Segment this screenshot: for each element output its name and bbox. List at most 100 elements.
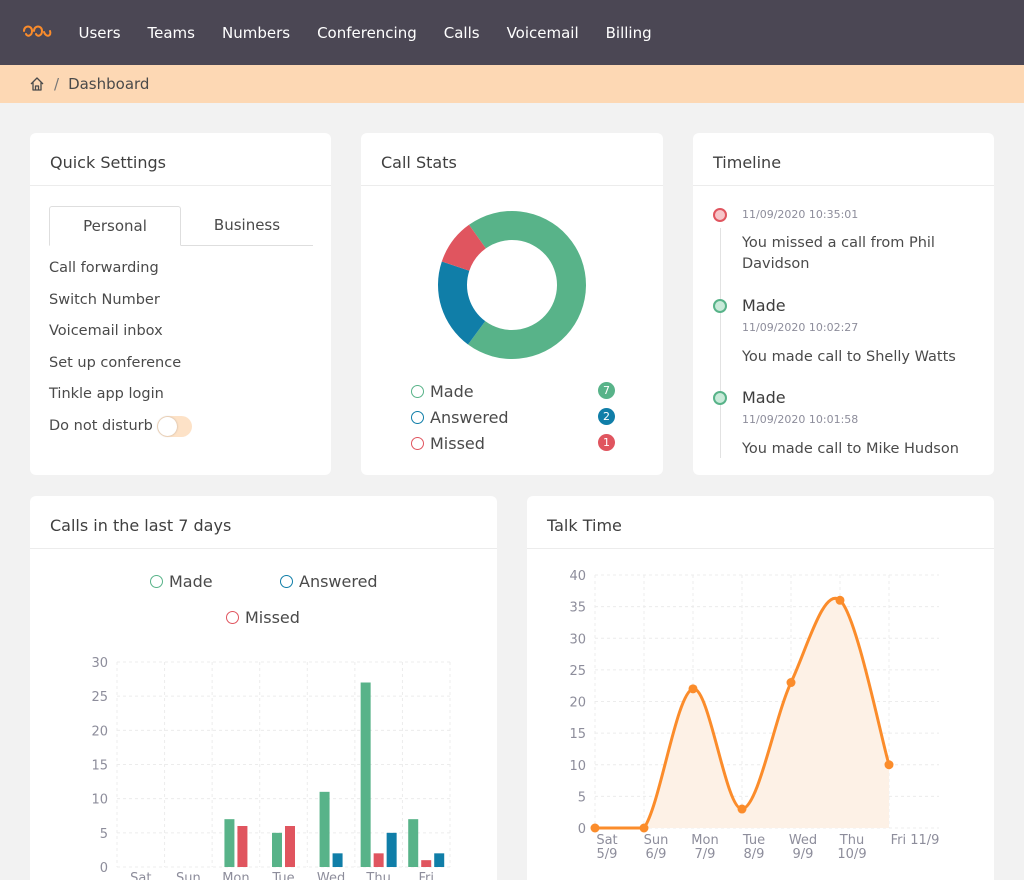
- timeline-dot-missed: [713, 208, 727, 222]
- talk-time-point: [639, 823, 649, 833]
- bar-legend-missed[interactable]: Missed: [226, 608, 300, 627]
- breadcrumb-current: Dashboard: [68, 75, 150, 93]
- tinkle-logo-icon[interactable]: [22, 23, 52, 43]
- talk-time-title: Talk Time: [527, 496, 994, 549]
- x-tick-label: 5/9: [597, 847, 618, 862]
- bar-legend-answered[interactable]: Answered: [280, 572, 378, 591]
- missed-ring-icon: [226, 611, 239, 624]
- y-tick-label: 15: [91, 759, 108, 774]
- x-tick-label: Tue: [271, 871, 294, 880]
- timeline-time: 11/09/2020 10:01:58: [742, 413, 859, 426]
- made-count-badge: 7: [598, 382, 615, 399]
- nav-billing[interactable]: Billing: [605, 23, 652, 42]
- tab-personal[interactable]: Personal: [49, 206, 181, 246]
- bar-legend-made-label: Made: [169, 572, 213, 591]
- y-tick-label: 25: [569, 664, 586, 679]
- bar-answered: [386, 832, 397, 867]
- nav-numbers[interactable]: Numbers: [221, 23, 291, 42]
- x-tick-label: 9/9: [793, 847, 814, 862]
- x-tick-label: Wed: [789, 833, 817, 848]
- switch-number-link[interactable]: Switch Number: [49, 291, 160, 308]
- x-tick-label: 8/9: [744, 847, 765, 862]
- timeline-text: You missed a call from Phil Davidson: [742, 235, 935, 272]
- talk-time-point: [835, 595, 845, 605]
- do-not-disturb-label: Do not disturb: [49, 417, 153, 434]
- x-tick-label: Thu: [365, 871, 390, 880]
- y-tick-label: 35: [569, 601, 586, 616]
- donut-slice-missed: [441, 224, 486, 271]
- talk-time-area: [595, 598, 889, 828]
- talk-time-point: [590, 823, 600, 833]
- quick-settings-card: Quick Settings Personal Business Call fo…: [30, 133, 331, 475]
- bar-answered: [434, 853, 445, 867]
- y-tick-label: 5: [578, 790, 586, 805]
- tinkle-app-login-link[interactable]: Tinkle app login: [49, 386, 164, 402]
- y-tick-label: 15: [569, 727, 586, 742]
- bar-legend-made[interactable]: Made: [150, 572, 213, 591]
- bar-missed: [285, 826, 295, 867]
- breadcrumb: / Dashboard: [0, 65, 1024, 103]
- x-tick-label: Sat: [596, 833, 617, 848]
- x-tick-label: 6/9: [646, 847, 667, 862]
- nav-users[interactable]: Users: [78, 23, 121, 42]
- timeline-heading: Made: [742, 388, 786, 407]
- made-ring-icon: [150, 575, 163, 588]
- y-tick-label: 25: [91, 690, 108, 705]
- tab-business[interactable]: Business: [213, 216, 281, 234]
- timeline-time: 11/09/2020 10:35:01: [742, 208, 859, 221]
- nav-teams[interactable]: Teams: [147, 23, 195, 42]
- answered-count-badge: 2: [598, 408, 615, 425]
- x-tick-label: Tue: [742, 833, 765, 848]
- y-tick-label: 30: [569, 632, 586, 647]
- nav-conferencing[interactable]: Conferencing: [317, 23, 417, 42]
- timeline-dot-made: [713, 391, 727, 405]
- answered-ring-icon: [280, 575, 293, 588]
- bar-made: [224, 819, 235, 867]
- x-tick-label: Fri 11/9: [891, 833, 940, 848]
- settings-tabs: Personal Business: [49, 206, 313, 246]
- y-tick-label: 10: [569, 759, 586, 774]
- nav-voicemail[interactable]: Voicemail: [506, 23, 579, 42]
- timeline-time: 11/09/2020 10:02:27: [742, 321, 859, 334]
- talk-time-card: Talk Time 0 5 10 15 20 25 30 35 40 Sat 5/9 Sun 6/9 Mo…: [527, 496, 994, 880]
- breadcrumb-separator: /: [54, 75, 60, 93]
- bar-made: [408, 819, 419, 867]
- bar-missed: [373, 853, 384, 867]
- talk-time-point: [786, 678, 796, 688]
- nav-calls[interactable]: Calls: [443, 23, 480, 42]
- timeline-title: Timeline: [693, 133, 994, 186]
- legend-made: Made 7: [411, 381, 615, 401]
- legend-missed: Missed 1: [411, 433, 615, 453]
- donut-slice-made: [468, 211, 586, 359]
- do-not-disturb-row: Do not disturb: [49, 415, 192, 450]
- quick-settings-list: Call forwarding Switch Number Voicemail …: [49, 260, 192, 449]
- bar-made: [272, 832, 282, 867]
- timeline-text: You made call to Mike Hudson: [742, 441, 959, 457]
- x-tick-label: Mon: [691, 833, 718, 848]
- answered-ring-icon: [411, 410, 424, 424]
- x-tick-label: Sat: [130, 871, 151, 880]
- home-icon[interactable]: [29, 76, 45, 92]
- call-forwarding-link[interactable]: Call forwarding: [49, 260, 159, 276]
- x-tick-label: Wed: [317, 871, 345, 880]
- x-tick-label: Fri: [418, 871, 434, 880]
- timeline-dot-made: [713, 299, 727, 313]
- y-tick-label: 5: [100, 827, 108, 842]
- do-not-disturb-toggle[interactable]: [156, 415, 192, 437]
- x-tick-label: Thu: [839, 833, 864, 848]
- x-tick-label: Sun: [176, 871, 201, 880]
- quick-settings-title: Quick Settings: [30, 133, 331, 186]
- y-tick-label: 20: [91, 724, 108, 739]
- y-tick-label: 40: [569, 569, 586, 584]
- top-nav: Users Teams Numbers Conferencing Calls V…: [0, 0, 1024, 65]
- y-tick-label: 0: [578, 822, 586, 837]
- set-up-conference-link[interactable]: Set up conference: [49, 354, 182, 371]
- voicemail-inbox-link[interactable]: Voicemail inbox: [49, 323, 163, 339]
- x-tick-label: 7/9: [695, 847, 716, 862]
- x-tick-label: Mon: [222, 871, 249, 880]
- bar-missed: [237, 826, 248, 867]
- x-tick-label: 10/9: [837, 847, 866, 862]
- talk-time-line: [595, 596, 891, 830]
- toggle-knob: [157, 416, 177, 436]
